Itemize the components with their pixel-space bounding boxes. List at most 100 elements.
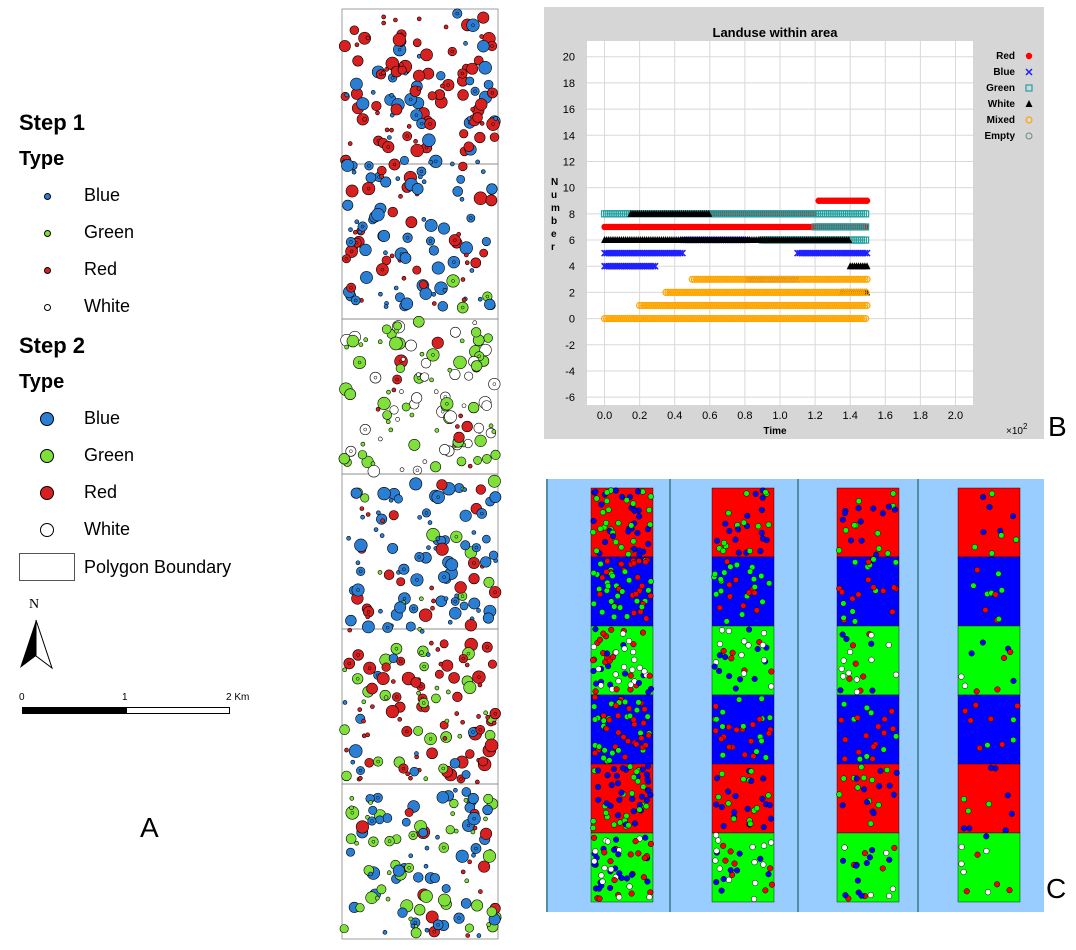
- parcel-dot-blue: [431, 490, 445, 504]
- agent-dot: [596, 591, 603, 598]
- parcel-dot-green: [456, 301, 469, 314]
- agent-dot: [841, 510, 848, 517]
- parcel-dot-blue: [418, 827, 428, 838]
- parcel-dot-red: [349, 25, 360, 35]
- parcel-dot-red: [385, 705, 399, 719]
- agent-dot: [630, 648, 637, 656]
- agent-dot: [603, 800, 610, 807]
- parcel-dot-red: [480, 827, 493, 840]
- parcel-dot-red: [458, 653, 468, 664]
- parcel-dot-red: [486, 117, 500, 131]
- x-tick-label: 1.0: [772, 410, 787, 422]
- parcel-dot-blue: [476, 608, 481, 613]
- parcel-dot-blue: [399, 252, 412, 264]
- parcel-dot-blue: [486, 183, 498, 195]
- agent-dot: [891, 844, 898, 851]
- x-tick-label: 0.6: [702, 410, 717, 422]
- agent-dot: [973, 688, 980, 695]
- parcel-dot-green: [344, 344, 349, 350]
- agent-dot: [592, 680, 600, 687]
- agent-dot: [634, 529, 641, 536]
- parcel-dot-green: [487, 474, 501, 488]
- agent-dot: [713, 716, 720, 723]
- point-blue: [861, 249, 869, 257]
- parcel-dot-green: [358, 342, 364, 347]
- parcel-dot-blue: [364, 161, 374, 171]
- agent-dot: [765, 730, 772, 737]
- agent-dot: [883, 849, 890, 857]
- agent-dot: [735, 549, 742, 556]
- agent-dot: [735, 526, 742, 533]
- agent-dot: [982, 606, 989, 614]
- parcel-dot-green: [339, 724, 350, 735]
- parcel-dot-red: [398, 62, 404, 67]
- agent-dot: [614, 593, 621, 600]
- parcel-dot-red: [440, 83, 445, 89]
- agent-dot: [963, 888, 970, 895]
- agent-dot: [645, 689, 652, 696]
- parcel-dot-green: [416, 690, 421, 696]
- parcel-dot-inner: [442, 845, 446, 850]
- agent-dot: [758, 506, 765, 514]
- land-block: [957, 763, 1021, 834]
- panel-label-c: C: [1046, 873, 1067, 904]
- agent-dot: [863, 704, 870, 711]
- agent-dot: [633, 598, 641, 605]
- parcel-dot-red: [392, 33, 406, 47]
- agent-dot: [630, 808, 637, 815]
- parcel-dot-green: [346, 334, 360, 348]
- parcel-dot-blue: [452, 186, 463, 197]
- agent-dot: [974, 851, 981, 858]
- agent-dot: [591, 834, 598, 841]
- agent-dot: [851, 618, 858, 625]
- agent-dot: [627, 681, 634, 688]
- parcel-dot-red: [429, 585, 434, 591]
- agent-dot: [724, 558, 731, 565]
- parcel-dot-blue: [365, 172, 377, 184]
- parcel-dot-blue: [350, 487, 362, 499]
- parcel-dot-inner: [349, 285, 353, 290]
- agent-dot: [863, 753, 870, 760]
- agent-dot: [861, 786, 868, 793]
- parcel-dot-red: [455, 424, 460, 429]
- parcel-dot-red: [388, 158, 401, 171]
- parcel-dot-blue: [459, 601, 469, 611]
- agent-dot: [892, 671, 900, 678]
- agent-dot: [613, 686, 620, 693]
- parcel-dot-green: [339, 924, 349, 934]
- parcel-dot-blue: [435, 834, 440, 840]
- point-mixed: [861, 301, 869, 310]
- parcel-dot-red: [467, 463, 473, 469]
- agent-dot: [1004, 792, 1011, 799]
- legend-step1-type: Type: [19, 148, 65, 170]
- point-blue: [676, 249, 684, 257]
- parcel-dot-green: [471, 899, 484, 912]
- legend-entry-red: Red: [996, 51, 1015, 62]
- parcel-dot-blue: [468, 597, 481, 610]
- agent-dot: [636, 513, 643, 520]
- agent-dot: [762, 754, 769, 761]
- agent-dot: [604, 838, 611, 845]
- parcel-dot-blue: [424, 927, 430, 933]
- parcel-dot-blue: [454, 593, 459, 599]
- agent-dot: [885, 641, 892, 649]
- agent-dot: [842, 527, 849, 534]
- agent-dot: [591, 703, 598, 710]
- parcel-dot-red: [465, 749, 475, 759]
- agent-dot: [608, 782, 615, 789]
- parcel-dot-red: [489, 132, 500, 142]
- agent-dot: [886, 856, 893, 863]
- agent-dot: [741, 751, 748, 758]
- parcel-dot-red: [456, 231, 462, 237]
- agent-dot: [636, 547, 643, 554]
- agent-dot: [615, 812, 622, 819]
- parcel-dot-blue: [378, 608, 383, 614]
- agent-dot: [643, 771, 650, 778]
- agent-dot: [840, 614, 847, 621]
- agent-dot: [852, 660, 859, 667]
- agent-dot: [846, 675, 853, 682]
- parcel-dot-blue: [379, 533, 385, 538]
- parcel-dot-white: [395, 417, 400, 422]
- parcel-dot-blue: [455, 849, 469, 863]
- x-tick-label: 0.2: [632, 410, 647, 422]
